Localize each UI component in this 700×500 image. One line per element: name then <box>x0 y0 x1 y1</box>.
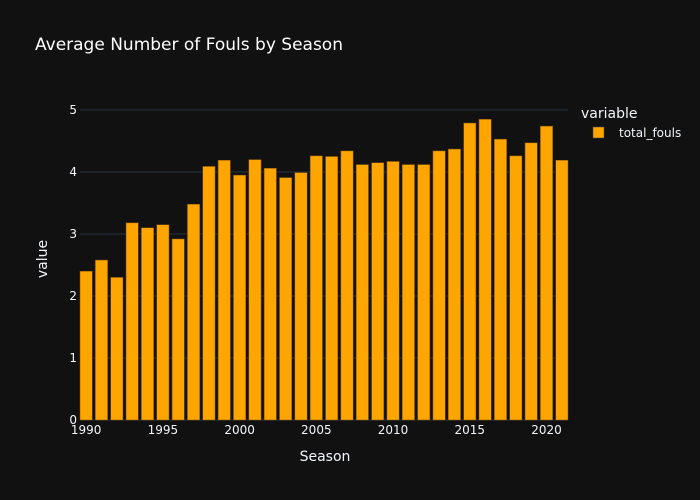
bar-1995[interactable] <box>156 224 170 421</box>
bars <box>79 119 569 421</box>
bar-2015[interactable] <box>463 122 477 421</box>
bar-2010[interactable] <box>386 161 400 421</box>
bar-2021[interactable] <box>555 159 569 421</box>
bar-2005[interactable] <box>309 155 323 421</box>
bar-2004[interactable] <box>294 172 308 421</box>
bar-1997[interactable] <box>187 203 200 421</box>
x-tick-label: 1995 <box>148 423 179 437</box>
legend-title: variable <box>581 106 637 122</box>
bar-1992[interactable] <box>110 277 124 421</box>
y-tick-label: 4 <box>69 165 77 179</box>
x-tick-label: 2020 <box>531 423 562 437</box>
bar-2014[interactable] <box>448 148 461 421</box>
bar-2017[interactable] <box>494 138 507 421</box>
bar-2007[interactable] <box>340 150 354 421</box>
y-tick-labels: 0 1 2 3 4 5 <box>69 103 77 427</box>
bar-2002[interactable] <box>263 168 277 421</box>
y-tick-label: 5 <box>69 103 77 117</box>
bar-2009[interactable] <box>371 162 385 421</box>
bar-2008[interactable] <box>355 164 369 421</box>
bar-2011[interactable] <box>402 164 415 421</box>
x-tick-label: 2015 <box>455 423 486 437</box>
bar-2012[interactable] <box>417 164 431 421</box>
bar-1998[interactable] <box>202 166 216 421</box>
bar-2019[interactable] <box>524 142 538 421</box>
x-tick-label: 2010 <box>378 423 409 437</box>
legend-entry-total-fouls[interactable]: total_fouls <box>619 126 681 140</box>
x-tick-label: 2000 <box>224 423 255 437</box>
y-tick-label: 0 <box>69 413 77 427</box>
bar-1990[interactable] <box>79 270 93 421</box>
bar-2003[interactable] <box>279 177 293 421</box>
bar-2016[interactable] <box>478 119 492 421</box>
bar-2020[interactable] <box>540 125 553 421</box>
x-tick-label: 2005 <box>301 423 332 437</box>
bar-2006[interactable] <box>325 156 339 421</box>
y-axis-title: value <box>35 240 51 278</box>
x-tick-labels: 1990 1995 2000 2005 2010 2015 2020 <box>71 423 562 437</box>
y-tick-label: 3 <box>69 227 77 241</box>
x-axis-title: Season <box>300 449 351 465</box>
bar-2013[interactable] <box>432 150 446 421</box>
legend[interactable]: variable total_fouls <box>581 106 681 140</box>
bar-1991[interactable] <box>95 259 108 421</box>
bar-1994[interactable] <box>141 227 154 421</box>
legend-swatch-total-fouls[interactable] <box>592 126 605 139</box>
x-tick-label: 1990 <box>71 423 102 437</box>
chart-title: Average Number of Fouls by Season <box>35 35 343 55</box>
y-tick-label: 2 <box>69 289 77 303</box>
bar-2001[interactable] <box>248 159 262 421</box>
bar-1993[interactable] <box>125 222 139 421</box>
bar-2018[interactable] <box>509 155 523 421</box>
bar-2000[interactable] <box>233 174 246 421</box>
bar-1996[interactable] <box>171 238 185 421</box>
y-tick-label: 1 <box>69 351 77 365</box>
bar-1999[interactable] <box>217 159 231 421</box>
